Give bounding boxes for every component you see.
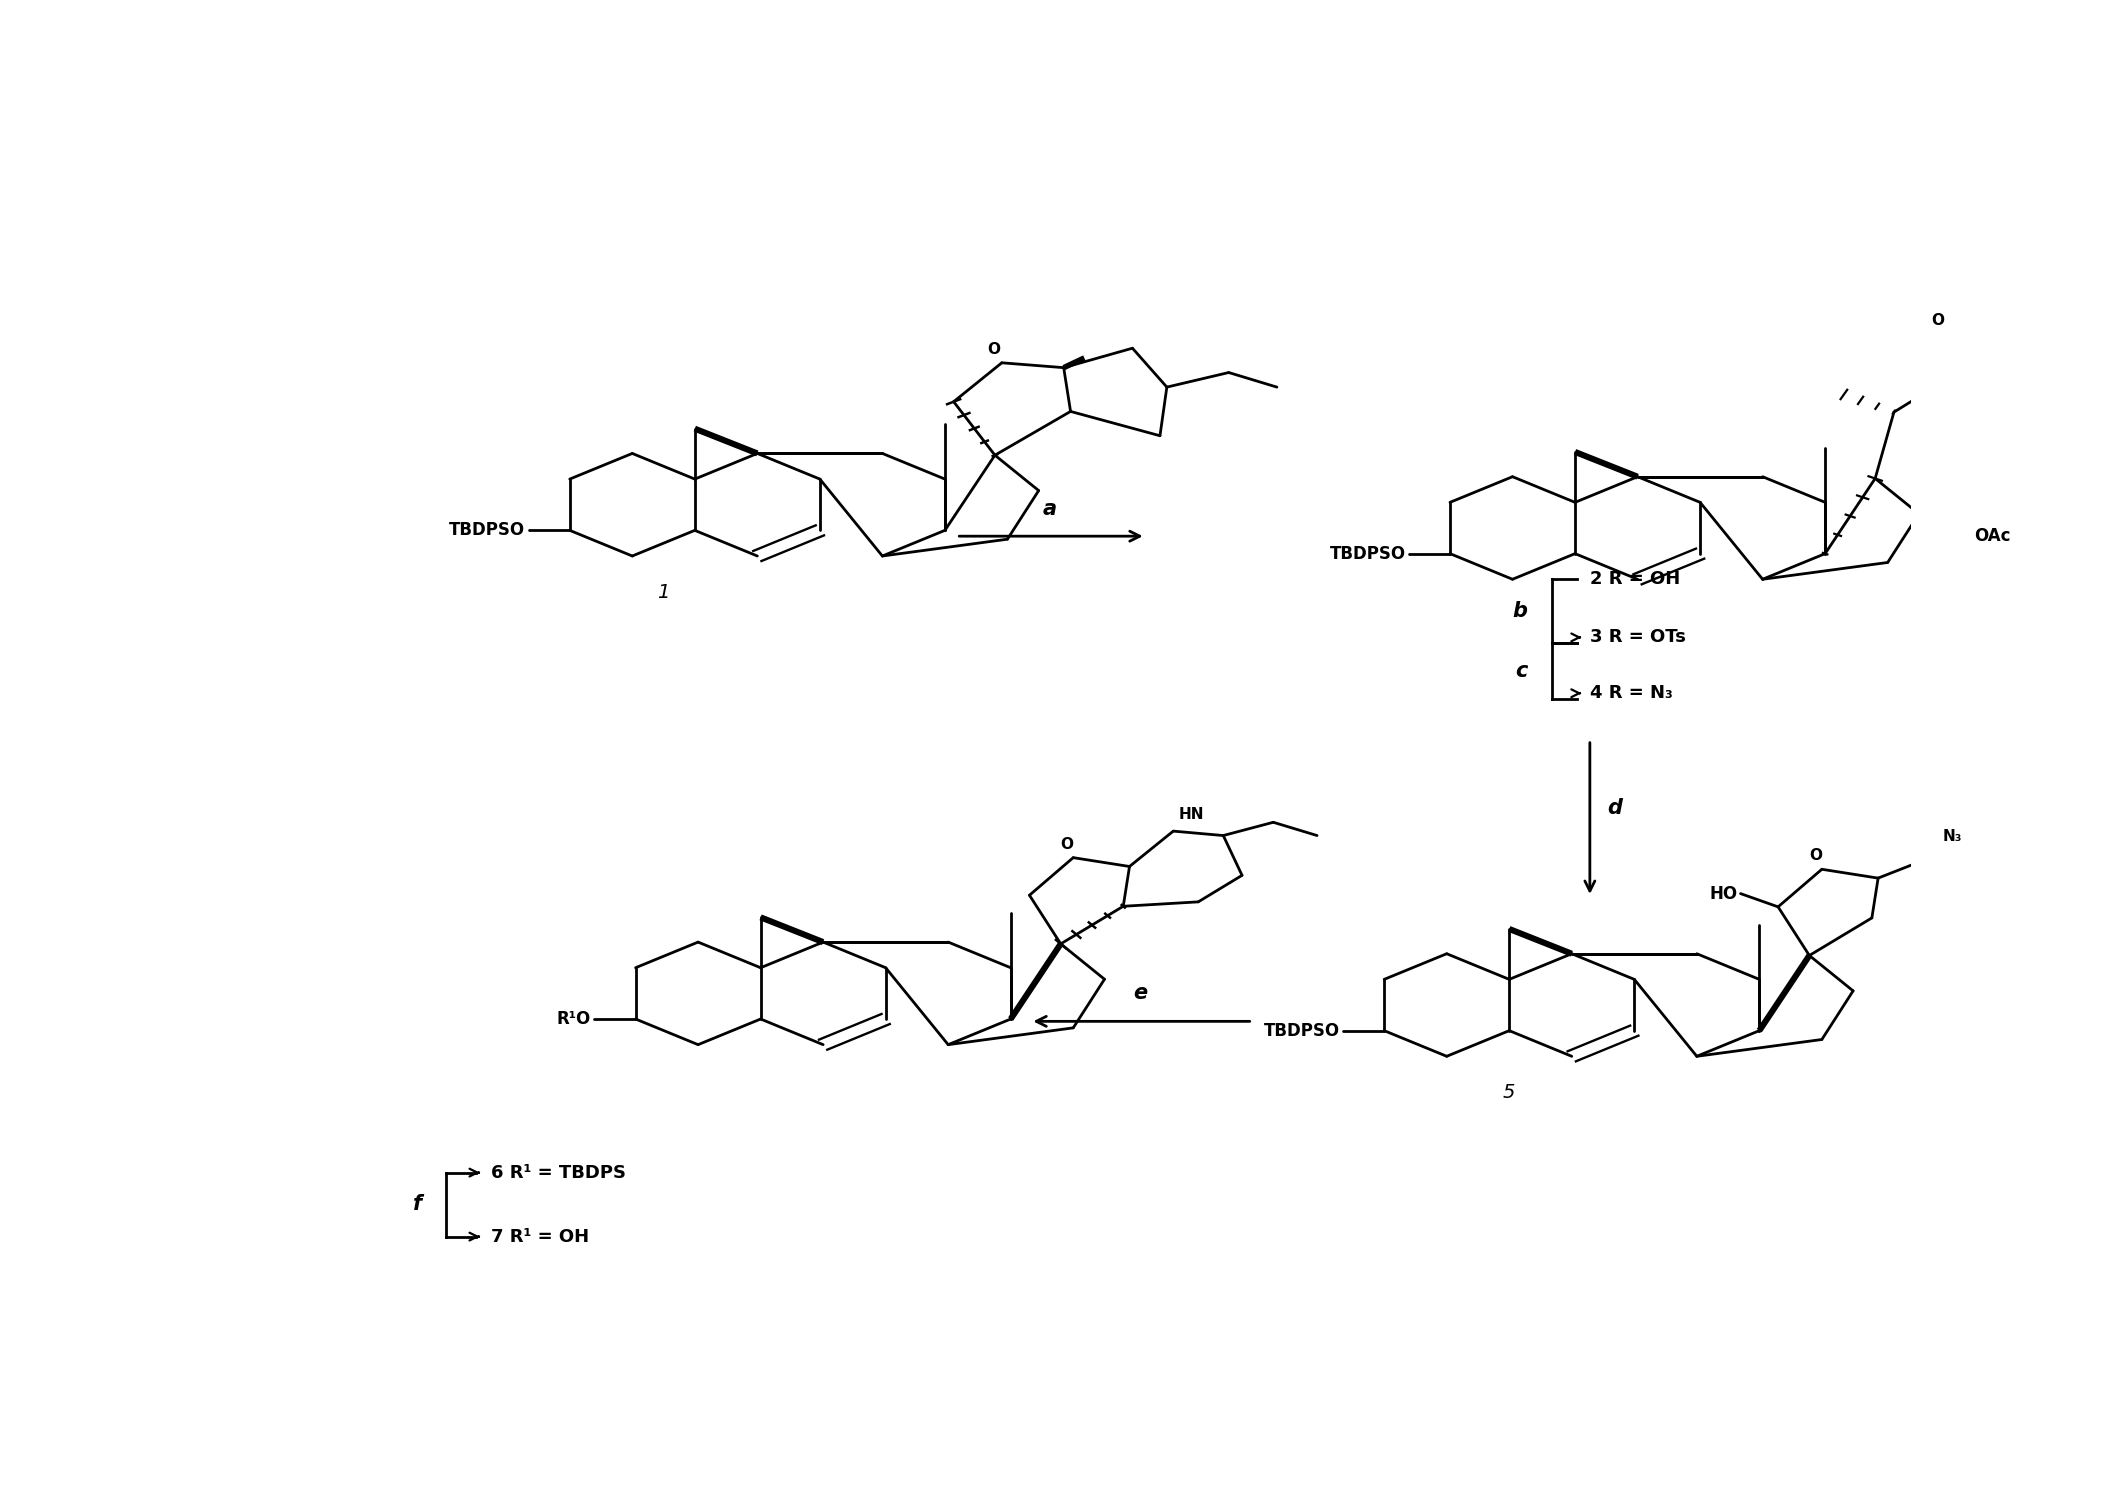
Text: 2 R = OH: 2 R = OH [1590, 570, 1679, 588]
Text: e: e [1134, 982, 1149, 1003]
Text: 4 R = N₃: 4 R = N₃ [1590, 684, 1673, 703]
Text: R¹O: R¹O [556, 1009, 590, 1027]
Text: TBDPSO: TBDPSO [1329, 544, 1405, 562]
Text: a: a [1042, 499, 1057, 518]
Text: 6 R¹ = TBDPS: 6 R¹ = TBDPS [490, 1163, 626, 1182]
Text: O: O [1932, 313, 1945, 328]
Text: N₃: N₃ [1943, 830, 1962, 845]
Text: 5: 5 [1503, 1083, 1516, 1102]
Text: 7 R¹ = OH: 7 R¹ = OH [490, 1227, 588, 1245]
Text: HN: HN [1178, 807, 1204, 822]
Text: 1: 1 [658, 583, 669, 603]
Text: f: f [412, 1194, 422, 1213]
Text: d: d [1607, 798, 1622, 817]
Text: TBDPSO: TBDPSO [450, 521, 524, 539]
Text: HO: HO [1709, 884, 1737, 902]
Text: OAc: OAc [1974, 527, 2010, 545]
Text: 3 R = OTs: 3 R = OTs [1590, 629, 1686, 647]
Text: b: b [1512, 601, 1526, 621]
Text: O: O [1809, 849, 1822, 863]
Text: TBDPSO: TBDPSO [1263, 1021, 1340, 1040]
Text: c: c [1516, 662, 1526, 681]
Text: O: O [987, 341, 1000, 357]
Text: O: O [1059, 837, 1072, 852]
